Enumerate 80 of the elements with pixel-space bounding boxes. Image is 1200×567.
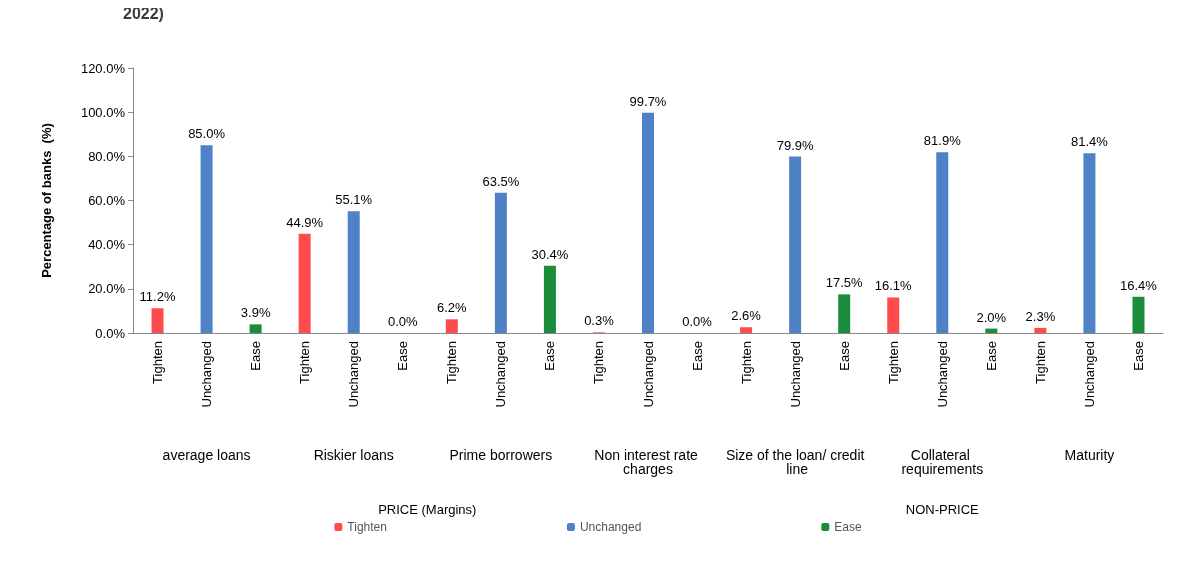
data-label: 16.4% bbox=[1120, 277, 1158, 293]
data-label: 81.9% bbox=[923, 133, 962, 149]
y-axis-title: Percentage of banks (%) bbox=[39, 123, 54, 278]
x-tick-label: Tighten bbox=[591, 341, 607, 384]
data-label: 79.9% bbox=[776, 137, 815, 153]
bar bbox=[740, 327, 753, 333]
y-tick-label: 100.0% bbox=[80, 104, 126, 120]
x-tick-label: Tighten bbox=[1032, 341, 1048, 384]
text: Size of the loan/ credit line bbox=[725, 447, 865, 477]
data-label: 0.0% bbox=[682, 314, 713, 329]
data-label: 17.5% bbox=[825, 275, 864, 291]
bar bbox=[985, 328, 998, 333]
legend-label: Ease bbox=[834, 520, 862, 534]
legend-label: Tighten bbox=[347, 520, 387, 534]
y-tick-label: 120.0% bbox=[80, 60, 126, 76]
data-label: 0.3% bbox=[584, 313, 615, 329]
x-tick-label: Tighten bbox=[885, 341, 901, 384]
text: Maturity bbox=[1064, 447, 1115, 463]
x-tick-label: Unchanged bbox=[1081, 341, 1097, 408]
y-tick-label: 0.0% bbox=[95, 325, 126, 341]
text: Collateral requirements bbox=[901, 447, 984, 477]
bar bbox=[1132, 296, 1145, 333]
data-label: 11.2% bbox=[139, 289, 176, 305]
y-tick-label: 40.0% bbox=[88, 237, 126, 253]
x-tick-label: Tighten bbox=[444, 341, 460, 384]
x-tick-label: Unchanged bbox=[346, 341, 362, 408]
bar bbox=[789, 156, 802, 333]
x-tick-label: Ease bbox=[983, 341, 999, 371]
bar bbox=[200, 145, 213, 333]
bar bbox=[1083, 153, 1096, 333]
data-label: 63.5% bbox=[482, 173, 520, 189]
x-tick-label: Tighten bbox=[738, 341, 754, 384]
x-tick-label: Ease bbox=[836, 341, 852, 371]
bar bbox=[887, 297, 900, 333]
y-tick-label: 20.0% bbox=[88, 281, 126, 297]
x-tick-label: Unchanged bbox=[199, 341, 215, 408]
x-tick-label: Ease bbox=[1130, 341, 1146, 371]
x-tick-label: Tighten bbox=[150, 341, 166, 384]
data-label: 6.2% bbox=[436, 300, 468, 316]
data-label: 0.0% bbox=[387, 314, 419, 329]
data-label: 30.4% bbox=[531, 246, 569, 262]
x-tick-label: Ease bbox=[689, 341, 705, 371]
x-tick-label: Unchanged bbox=[934, 341, 950, 408]
text: Non interest rate charges bbox=[594, 447, 702, 477]
bar bbox=[642, 112, 654, 333]
bar bbox=[298, 233, 311, 333]
bar bbox=[543, 265, 556, 333]
data-label: 16.1% bbox=[874, 278, 913, 294]
data-label: 55.1% bbox=[335, 192, 373, 208]
x-tick-label: Unchanged bbox=[493, 341, 509, 408]
data-label: 85.0% bbox=[188, 126, 226, 142]
text: Prime borrowers bbox=[449, 447, 553, 463]
data-label: 2.6% bbox=[731, 308, 762, 324]
data-label: 3.9% bbox=[240, 305, 271, 321]
data-label: 99.7% bbox=[629, 93, 667, 109]
legend-label: Unchanged bbox=[579, 520, 642, 534]
bar bbox=[1034, 327, 1047, 333]
data-label: 81.4% bbox=[1070, 134, 1109, 150]
bar bbox=[838, 294, 851, 333]
text: average loans bbox=[162, 447, 251, 463]
y-tick-label: 60.0% bbox=[88, 193, 126, 208]
bar bbox=[151, 308, 164, 333]
y-tick-label: 80.0% bbox=[88, 148, 126, 164]
x-tick-label: Unchanged bbox=[640, 341, 656, 408]
text: NON-PRICE bbox=[905, 502, 980, 517]
bar bbox=[494, 192, 507, 333]
text: PRICE (Margins) bbox=[378, 502, 477, 517]
data-label: 2.0% bbox=[976, 309, 1007, 325]
bar bbox=[445, 319, 458, 333]
x-tick-label: Tighten bbox=[297, 341, 313, 384]
x-tick-label: Ease bbox=[542, 341, 558, 371]
x-tick-label: Unchanged bbox=[787, 341, 803, 408]
bar bbox=[936, 152, 949, 333]
data-label: 44.9% bbox=[286, 214, 324, 230]
x-tick-label: Ease bbox=[248, 341, 264, 371]
bar bbox=[249, 324, 262, 333]
text: Riskier loans bbox=[313, 447, 394, 463]
data-label: 2.3% bbox=[1025, 308, 1056, 324]
x-tick-label: Ease bbox=[395, 341, 411, 371]
bar bbox=[347, 211, 360, 333]
